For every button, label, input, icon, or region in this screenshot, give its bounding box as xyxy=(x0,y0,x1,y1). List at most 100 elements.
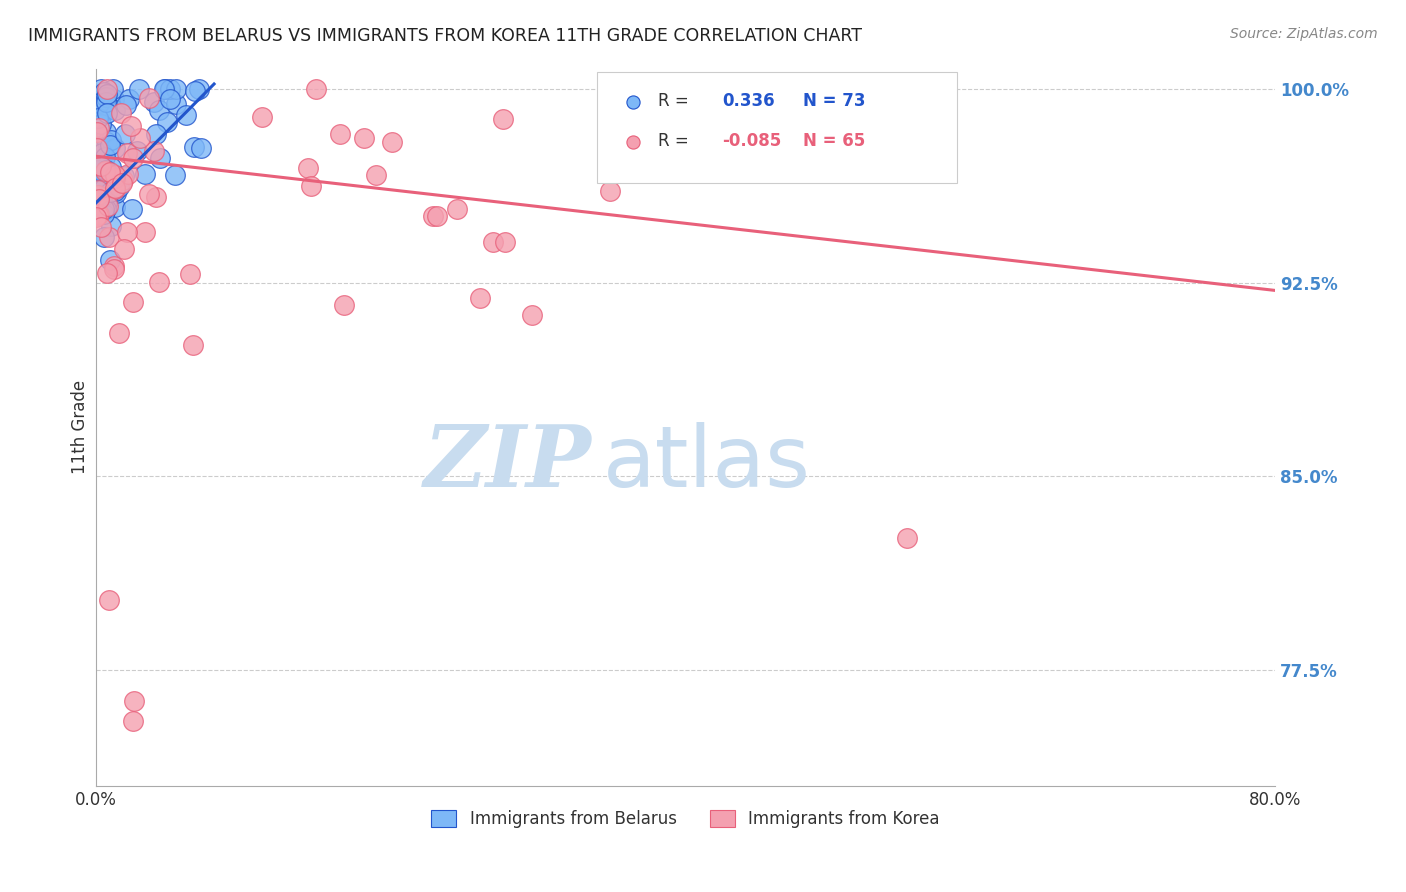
Point xyxy=(120,119,142,133)
Point xyxy=(353,130,375,145)
Point xyxy=(117,167,139,181)
Point xyxy=(97,199,120,213)
Point xyxy=(103,259,125,273)
Y-axis label: 11th Grade: 11th Grade xyxy=(72,380,89,475)
Point xyxy=(104,141,127,155)
Point xyxy=(125,144,148,158)
Point xyxy=(381,135,404,149)
Point xyxy=(299,179,322,194)
Point xyxy=(112,242,135,256)
Point xyxy=(111,173,134,187)
Point xyxy=(96,267,118,281)
Point xyxy=(90,160,112,174)
Point xyxy=(470,291,492,305)
Point xyxy=(114,128,136,142)
Text: Source: ZipAtlas.com: Source: ZipAtlas.com xyxy=(1230,27,1378,41)
Point xyxy=(93,104,115,119)
Point xyxy=(98,165,121,179)
Text: -0.085: -0.085 xyxy=(723,132,782,150)
Point xyxy=(104,182,127,196)
Point xyxy=(426,209,449,223)
Point xyxy=(522,308,544,322)
Point xyxy=(494,235,516,249)
Point xyxy=(87,208,110,222)
Point xyxy=(90,145,112,160)
Point xyxy=(755,203,778,218)
Point xyxy=(118,92,141,106)
Point xyxy=(114,98,136,112)
Point xyxy=(98,230,121,244)
Point xyxy=(152,82,174,96)
Point xyxy=(93,150,115,164)
Point xyxy=(94,163,117,178)
Point xyxy=(122,151,145,165)
Point xyxy=(89,207,111,221)
Point xyxy=(89,138,111,153)
Point xyxy=(89,172,111,186)
Point xyxy=(97,166,120,180)
Point xyxy=(181,337,204,351)
Text: IMMIGRANTS FROM BELARUS VS IMMIGRANTS FROM KOREA 11TH GRADE CORRELATION CHART: IMMIGRANTS FROM BELARUS VS IMMIGRANTS FR… xyxy=(28,27,862,45)
Point xyxy=(108,179,131,194)
Point xyxy=(121,202,143,216)
Point xyxy=(91,178,114,192)
Point xyxy=(96,135,118,149)
Point xyxy=(107,326,129,340)
Point xyxy=(159,82,181,96)
Point xyxy=(96,90,118,104)
Text: N = 73: N = 73 xyxy=(803,92,866,110)
Point xyxy=(165,169,187,183)
Point xyxy=(103,92,125,106)
Point xyxy=(143,95,166,109)
Point xyxy=(110,105,132,120)
Point xyxy=(96,106,118,120)
Point xyxy=(93,207,115,221)
Point xyxy=(87,183,110,197)
Point xyxy=(90,82,112,96)
Point xyxy=(93,181,115,195)
Point xyxy=(98,253,121,268)
Point xyxy=(86,111,108,125)
Point xyxy=(134,167,156,181)
Point xyxy=(183,140,205,154)
Point xyxy=(100,219,122,234)
Point xyxy=(104,186,127,200)
Point xyxy=(134,225,156,239)
Point xyxy=(87,163,110,178)
Point xyxy=(96,202,118,216)
Point xyxy=(86,171,108,186)
Point xyxy=(115,146,138,161)
Point xyxy=(305,82,328,96)
Point xyxy=(97,593,120,607)
Point xyxy=(93,161,115,175)
Point xyxy=(110,176,132,190)
Point xyxy=(100,137,122,152)
Text: ZIP: ZIP xyxy=(423,421,592,505)
Point xyxy=(148,103,170,117)
Point xyxy=(122,714,145,729)
Point xyxy=(98,186,121,200)
Point xyxy=(94,95,117,109)
Point xyxy=(87,95,110,110)
Point xyxy=(121,295,143,310)
Text: N = 65: N = 65 xyxy=(803,132,866,150)
Point xyxy=(104,170,127,185)
Point xyxy=(159,91,181,105)
Point xyxy=(104,103,127,117)
Point xyxy=(599,184,621,198)
Point xyxy=(174,108,197,122)
Point xyxy=(100,160,122,174)
Point xyxy=(145,190,167,204)
Point xyxy=(138,91,160,105)
Point xyxy=(104,168,127,182)
Point xyxy=(86,125,108,139)
Point xyxy=(93,85,115,99)
Point xyxy=(896,531,918,545)
Point xyxy=(329,127,352,141)
Point xyxy=(96,82,118,96)
Text: 0.336: 0.336 xyxy=(723,92,775,110)
Point xyxy=(89,199,111,213)
Point xyxy=(94,125,117,139)
Point xyxy=(104,184,127,198)
Point xyxy=(94,163,117,178)
